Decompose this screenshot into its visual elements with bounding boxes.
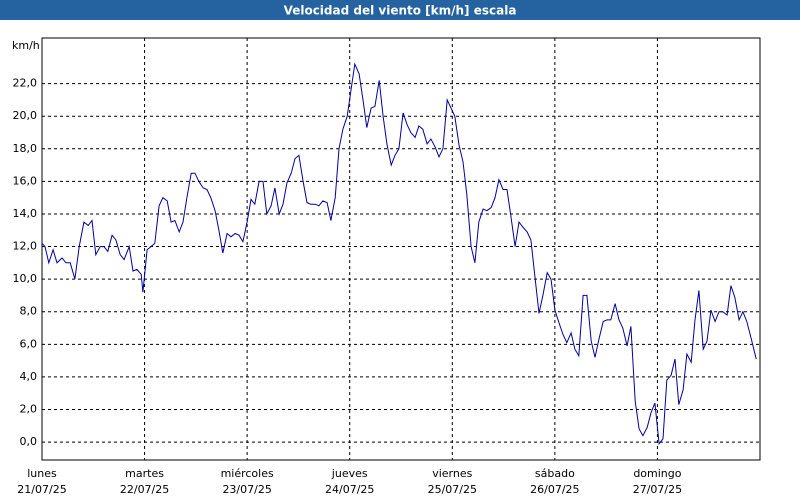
x-tick-label: jueves (331, 467, 368, 480)
chart-title: Velocidad del viento [km/h] escala (284, 4, 517, 18)
y-tick-label: 14,0 (13, 207, 38, 220)
y-tick-label: 20,0 (13, 109, 38, 122)
y-axis-unit: km/h (12, 39, 40, 52)
x-tick-date: 22/07/25 (120, 483, 169, 496)
x-tick-date: 27/07/25 (633, 483, 682, 496)
y-tick-label: 0,0 (20, 435, 38, 448)
x-tick-label: viernes (432, 467, 472, 480)
y-tick-label: 12,0 (13, 240, 38, 253)
y-tick-label: 22,0 (13, 77, 38, 90)
y-tick-label: 16,0 (13, 174, 38, 187)
y-tick-label: 18,0 (13, 142, 38, 155)
y-tick-label: 10,0 (13, 272, 38, 285)
x-tick-label: martes (125, 467, 164, 480)
x-tick-label: miércoles (221, 467, 274, 480)
x-tick-date: 26/07/25 (530, 483, 579, 496)
y-tick-label: 4,0 (20, 370, 38, 383)
x-tick-date: 23/07/25 (222, 483, 271, 496)
wind-line (41, 62, 757, 445)
x-tick-label: lunes (27, 467, 57, 480)
plot-frame (41, 37, 761, 461)
title-bar (0, 0, 800, 20)
x-tick-date: 21/07/25 (17, 483, 66, 496)
y-tick-label: 8,0 (20, 305, 38, 318)
x-tick-date: 25/07/25 (428, 483, 477, 496)
y-tick-label: 6,0 (20, 337, 38, 350)
x-tick-date: 24/07/25 (325, 483, 374, 496)
y-tick-label: 2,0 (20, 402, 38, 415)
x-tick-label: sábado (535, 467, 575, 480)
x-tick-label: domingo (633, 467, 681, 480)
